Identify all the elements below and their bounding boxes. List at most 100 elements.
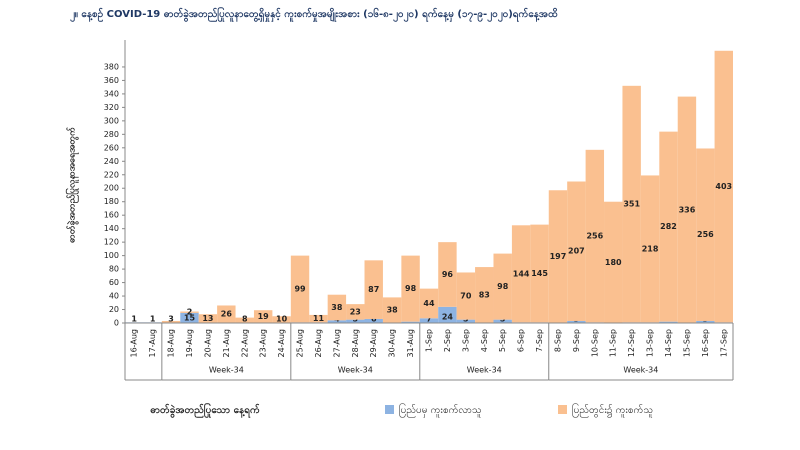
y-tick-label: 260 — [104, 143, 119, 152]
x-tick-label: 31-Aug — [406, 329, 415, 358]
y-tick-label: 200 — [104, 184, 119, 193]
data-label: 83 — [479, 291, 490, 300]
y-axis-label: ဓာတ်ခွဲအတည်ပြုလူနာအရေအတွက် — [66, 127, 80, 243]
week-label: Week-34 — [467, 366, 502, 375]
data-label: 282 — [660, 222, 677, 231]
x-tick-label: 22-Aug — [240, 329, 249, 358]
y-tick-label: 40 — [109, 292, 119, 301]
chart-title: ၂။ နေ့စဉ် COVID-19 ဓာတ်ခွဲအတည်ပြုလူနာတွေ… — [70, 6, 558, 23]
x-tick-label: 20-Aug — [203, 329, 212, 358]
y-tick-label: 60 — [109, 278, 119, 287]
data-label: 145 — [531, 269, 548, 278]
x-tick-label: 13-Sep — [646, 329, 655, 357]
x-tick-label: 17-Sep — [719, 329, 728, 357]
bar-segment — [567, 320, 586, 323]
bar-segment — [696, 148, 715, 321]
x-tick-label: 19-Aug — [185, 329, 194, 358]
legend-label: ပြည်ပမှ ကူးစက်လာသူ — [399, 402, 482, 418]
bar-segment — [419, 318, 439, 323]
x-tick-label: 11-Sep — [609, 329, 618, 357]
legend-swatch — [558, 405, 567, 414]
legend-label: ပြည်တွင်း၌ ကူးစက်သူ — [572, 402, 653, 418]
bar-segment — [438, 306, 457, 323]
data-label: 98 — [405, 284, 417, 293]
bar-segment — [346, 319, 365, 323]
bar-segment — [235, 317, 254, 323]
bar-segment — [659, 131, 678, 322]
bar-segment — [714, 50, 733, 323]
bar-segment — [401, 321, 420, 323]
data-label: 207 — [568, 247, 585, 256]
x-tick-label: 28-Aug — [351, 329, 360, 358]
x-tick-label: 26-Aug — [314, 329, 323, 358]
bar-segment — [622, 85, 641, 323]
legend-swatch — [385, 405, 394, 414]
data-label: 44 — [423, 299, 435, 308]
x-tick-label: 12-Sep — [627, 329, 636, 357]
data-label: 1 — [150, 315, 156, 324]
x-tick-label: 25-Aug — [296, 329, 305, 358]
bar-segment — [456, 272, 476, 320]
data-label: 2 — [187, 308, 193, 317]
data-label: 403 — [715, 182, 732, 191]
bar-segment — [401, 255, 420, 322]
week-label: Week-34 — [209, 366, 244, 375]
data-label: 256 — [586, 232, 603, 241]
x-tick-label: 6-Sep — [517, 329, 526, 352]
x-tick-label: 17-Aug — [148, 329, 157, 358]
y-tick-label: 380 — [104, 62, 119, 71]
bar-segment — [198, 314, 218, 323]
bar-segment — [253, 310, 273, 323]
x-tick-label: 1-Sep — [425, 329, 434, 352]
bar-segment — [382, 297, 402, 323]
week-label: Week-34 — [623, 366, 658, 375]
x-tick-label: 29-Aug — [369, 329, 378, 358]
data-label: 11 — [313, 314, 325, 323]
data-label: 87 — [368, 285, 379, 294]
y-tick-label: 180 — [104, 197, 119, 206]
x-tick-label: 15-Sep — [682, 329, 691, 357]
data-label: 336 — [679, 205, 696, 214]
data-label: 180 — [605, 258, 622, 267]
x-tick-label: 24-Aug — [277, 329, 286, 358]
x-tick-label: 30-Aug — [388, 329, 397, 358]
data-label: 6 — [371, 315, 377, 324]
y-tick-label: 0 — [114, 319, 119, 328]
y-tick-label: 340 — [104, 89, 119, 98]
y-tick-label: 160 — [104, 211, 119, 220]
y-tick-label: 320 — [104, 103, 119, 112]
data-label: 15 — [184, 313, 196, 322]
bar-segment — [217, 305, 236, 323]
y-tick-label: 240 — [104, 157, 119, 166]
data-label: 13 — [202, 314, 213, 323]
bar-segment — [456, 319, 476, 323]
bar-segment — [346, 304, 365, 320]
bar-segment — [659, 321, 678, 323]
data-label: 3 — [168, 315, 174, 324]
bar-segment — [567, 181, 586, 321]
x-tick-label: 5-Sep — [498, 329, 507, 352]
data-label: 197 — [550, 252, 567, 261]
data-label: 1 — [131, 315, 137, 324]
y-tick-label: 280 — [104, 130, 119, 139]
bar-segment — [161, 320, 181, 323]
bar-segment — [548, 190, 568, 323]
data-label: 256 — [697, 230, 714, 239]
data-label: 96 — [442, 270, 454, 279]
x-tick-label: 16-Aug — [130, 329, 139, 358]
bar-segment — [438, 242, 457, 307]
bar-segment — [493, 253, 512, 320]
bar-segment — [290, 255, 310, 323]
bar-segment — [604, 201, 623, 323]
bar-segment — [272, 316, 291, 323]
bar-segment — [364, 260, 383, 319]
x-tick-label: 9-Sep — [572, 329, 581, 352]
data-label: 70 — [460, 292, 472, 301]
x-tick-label: 16-Sep — [701, 329, 710, 357]
y-tick-label: 100 — [104, 251, 119, 260]
bar-segment — [309, 314, 328, 323]
x-tick-label: 18-Aug — [167, 329, 176, 358]
x-tick-label: 8-Sep — [553, 329, 562, 352]
y-tick-label: 80 — [109, 265, 119, 274]
data-label: 98 — [497, 282, 509, 291]
